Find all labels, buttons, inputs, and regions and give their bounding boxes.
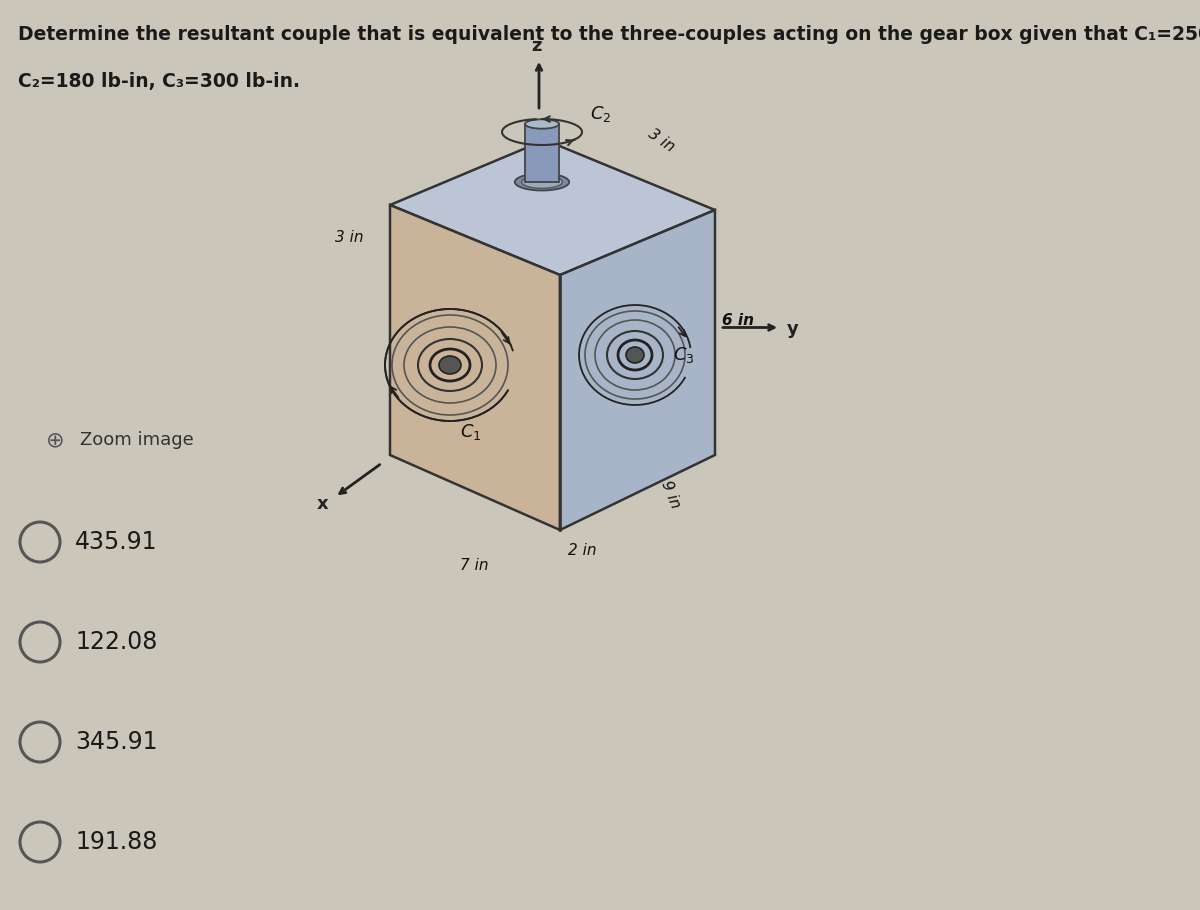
Text: ⊕: ⊕ — [46, 430, 65, 450]
Text: 435.91: 435.91 — [74, 530, 157, 554]
Text: C₂=180 lb-in, C₃=300 lb-in.: C₂=180 lb-in, C₃=300 lb-in. — [18, 72, 300, 91]
Text: $C_2$: $C_2$ — [590, 104, 611, 124]
Bar — [526, 124, 559, 182]
Text: Determine the resultant couple that is equivalent to the three-couples acting on: Determine the resultant couple that is e… — [18, 25, 1200, 44]
Polygon shape — [390, 205, 560, 530]
Ellipse shape — [526, 119, 559, 128]
Text: z: z — [530, 37, 541, 55]
Text: 7 in: 7 in — [460, 558, 488, 573]
Text: $C_1$: $C_1$ — [460, 422, 481, 442]
Text: 9 in: 9 in — [658, 479, 683, 511]
Text: y: y — [787, 319, 799, 338]
Text: x: x — [317, 495, 329, 513]
Ellipse shape — [522, 176, 563, 188]
Text: 3 in: 3 in — [646, 126, 677, 155]
Ellipse shape — [515, 174, 569, 190]
Text: 122.08: 122.08 — [74, 630, 157, 654]
Ellipse shape — [439, 356, 461, 374]
Text: 3 in: 3 in — [335, 230, 364, 245]
Ellipse shape — [626, 347, 644, 363]
Text: 191.88: 191.88 — [74, 830, 157, 854]
Text: 6 in: 6 in — [722, 313, 754, 328]
Polygon shape — [390, 140, 715, 275]
Text: 2 in: 2 in — [568, 543, 596, 558]
Text: Zoom image: Zoom image — [80, 431, 193, 449]
Polygon shape — [560, 210, 715, 530]
Text: $C_3$: $C_3$ — [673, 345, 695, 365]
Text: 345.91: 345.91 — [74, 730, 157, 754]
